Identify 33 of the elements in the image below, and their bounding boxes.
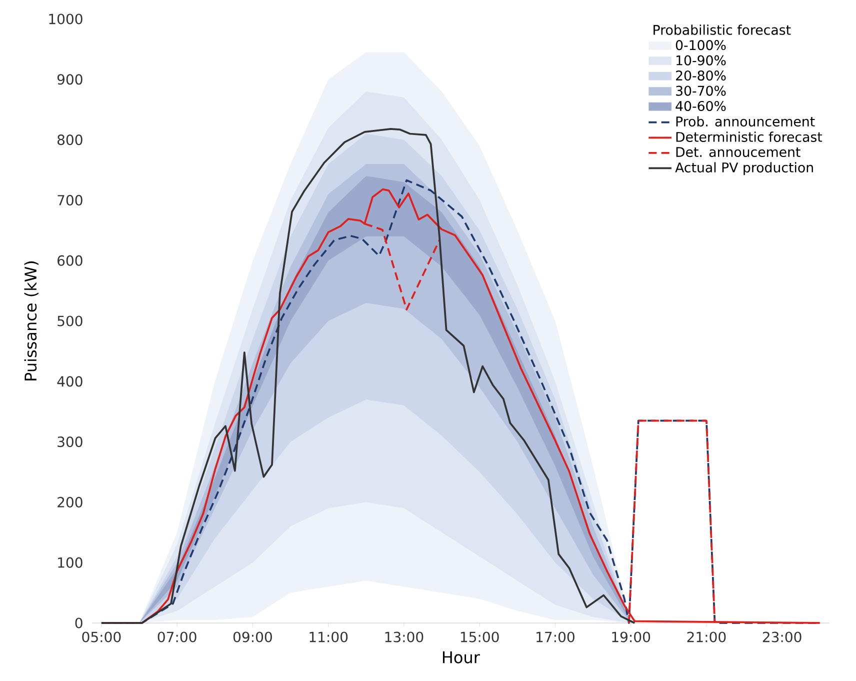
legend-label: 0-100% [676, 40, 726, 50]
x-tick-label: 07:00 [158, 632, 196, 642]
x-tick-label: 23:00 [762, 632, 802, 642]
x-tick-label: 17:00 [536, 632, 574, 642]
x-tick-label: 21:00 [687, 632, 726, 642]
x-tick-label: 11:00 [310, 632, 348, 642]
x-tick-label: 19:00 [612, 632, 650, 642]
legend-label: 10-90% [676, 55, 726, 66]
legend-label: Actual PV production [675, 162, 813, 176]
y-tick-label: 700 [58, 194, 82, 206]
y-tick-label: 300 [58, 436, 82, 448]
y-tick-label: 400 [57, 376, 82, 387]
y-tick-label: 600 [58, 255, 82, 266]
legend-title: Probabilistic forecast [654, 24, 791, 35]
x-tick-label: 13:00 [385, 632, 424, 642]
y-tick-label: 100 [58, 557, 82, 568]
y-tick-label: 1000 [49, 14, 82, 24]
x-axis-title: Hour [442, 651, 480, 664]
y-tick-label: 0 [75, 618, 82, 628]
y-tick-label: 900 [57, 74, 82, 85]
legend-label: Deterministic forecast [676, 132, 822, 142]
y-tick-label: 800 [58, 134, 82, 146]
y-axis-title: Puissance (kW) [24, 261, 39, 380]
legend-label: Det. annoucement [676, 147, 800, 158]
legend-label: 30-70% [676, 86, 726, 96]
legend-label: 40-60% [676, 100, 726, 112]
legend-label: 20-80% [676, 70, 726, 81]
x-tick-label: 09:00 [233, 632, 272, 642]
x-tick-label: 05:00 [82, 632, 121, 642]
x-tick-label: 15:00 [460, 632, 499, 642]
legend-label: Prob. announcement [676, 116, 815, 127]
y-tick-label: 200 [58, 496, 82, 508]
y-tick-label: 500 [58, 316, 82, 326]
